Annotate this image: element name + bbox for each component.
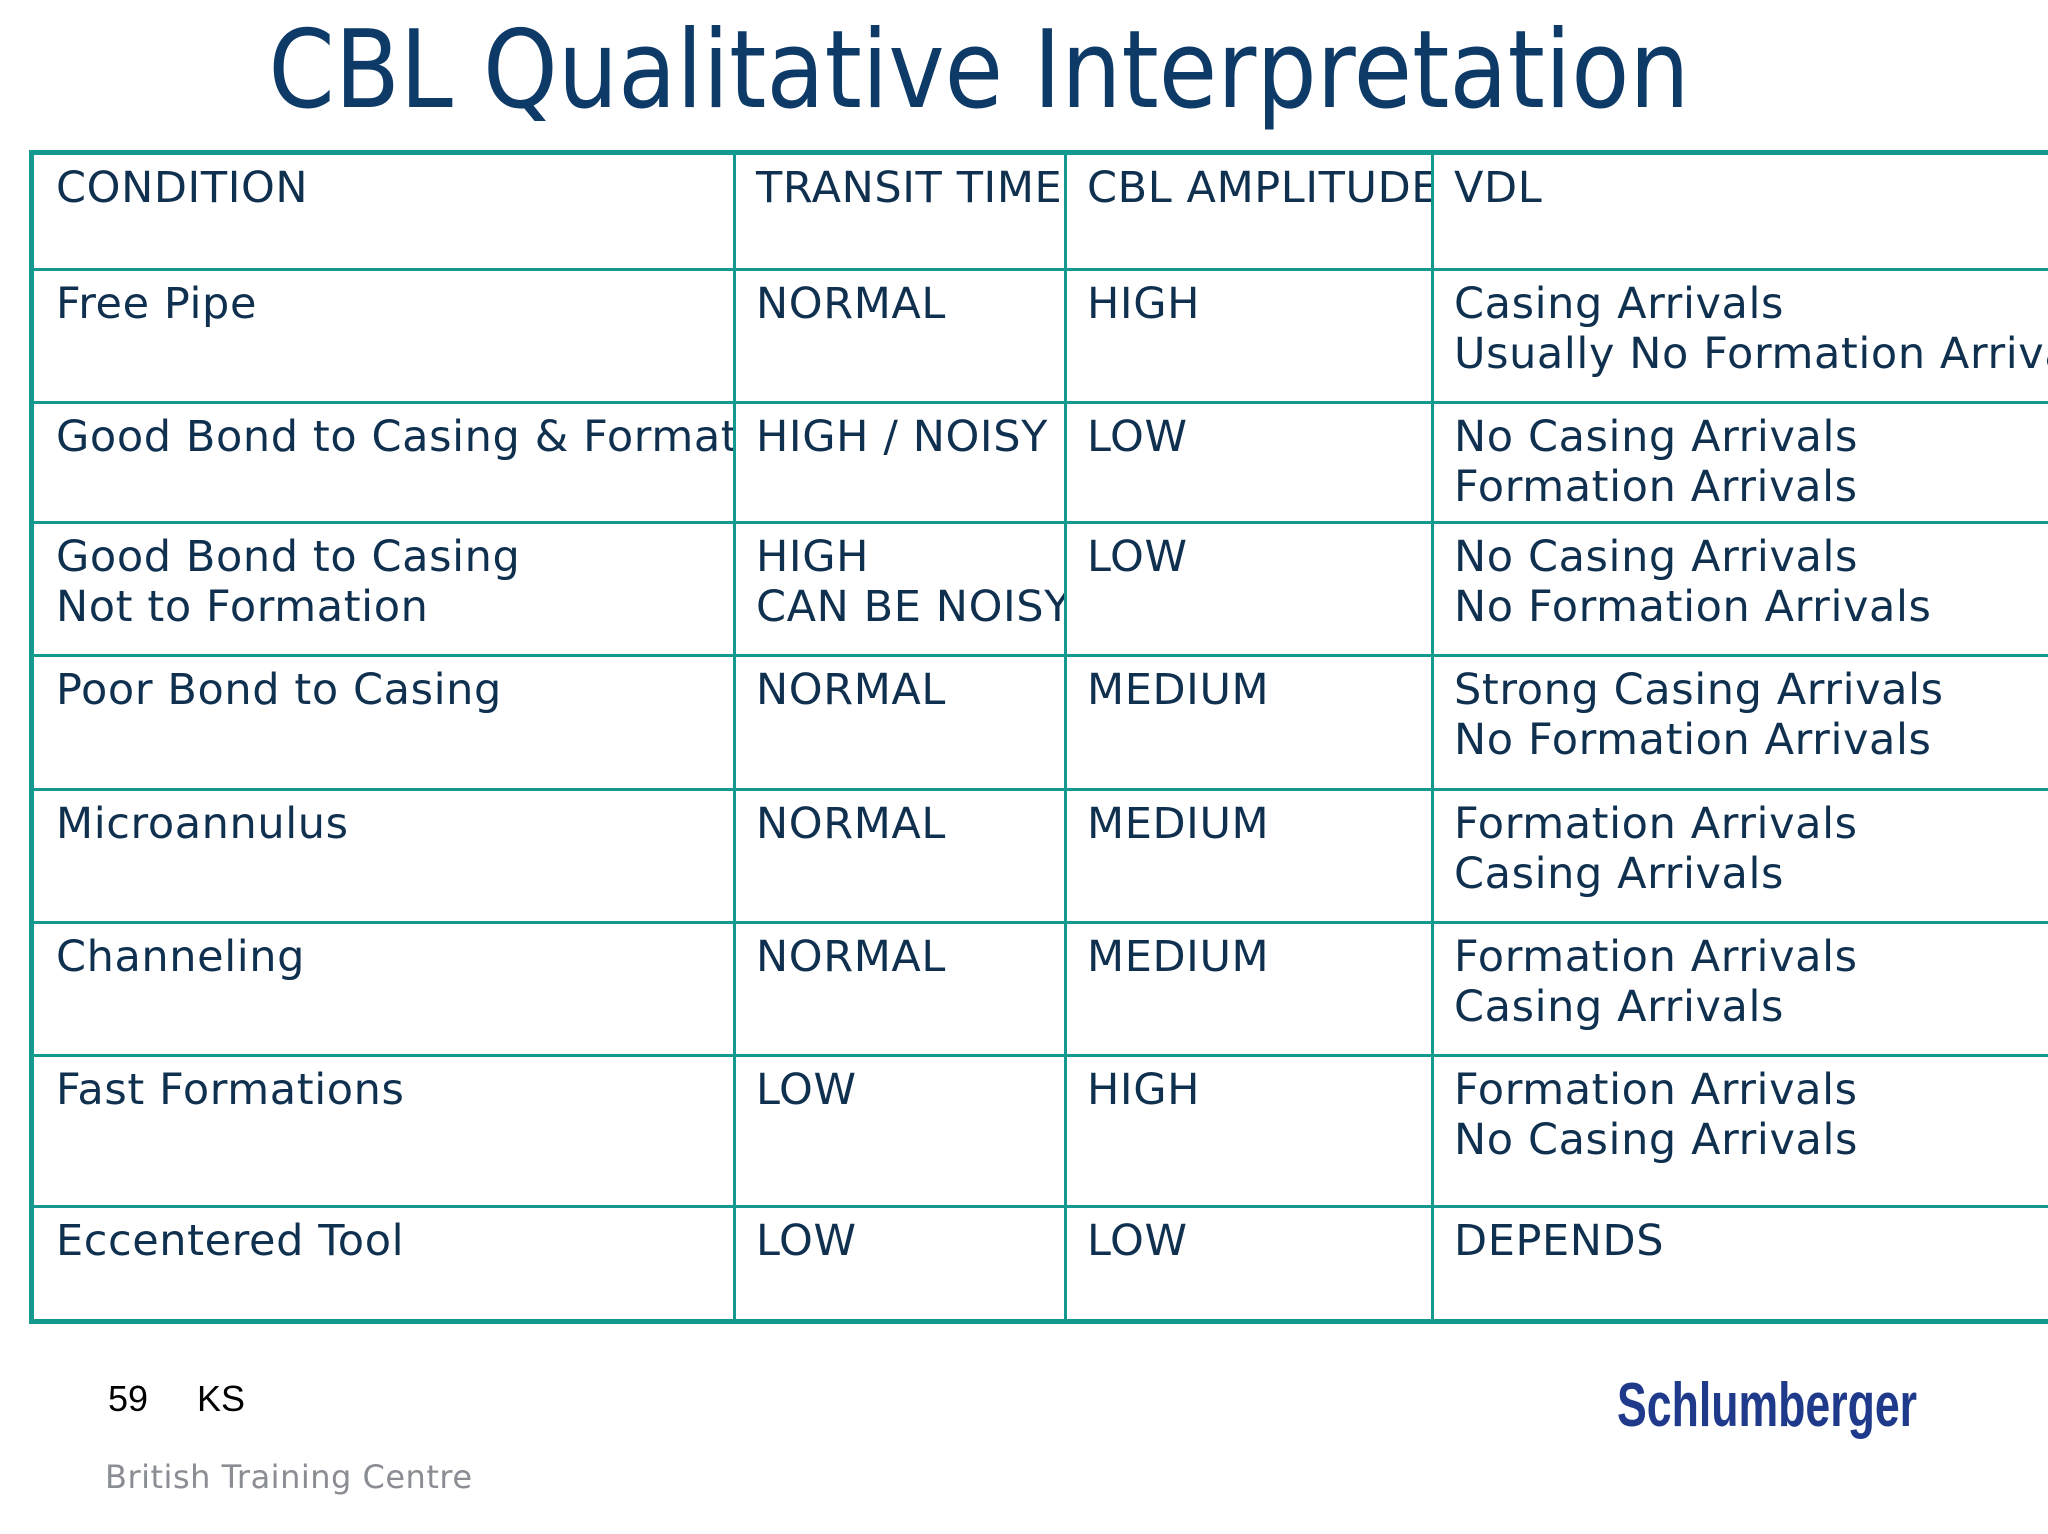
schlumberger-logo: Schlumberger <box>1617 1371 1917 1440</box>
cell-line: Poor Bond to Casing <box>56 665 502 716</box>
header-cell-vdl: VDL <box>1431 150 2048 272</box>
schlumberger-logo-wordmark: Schlumberger <box>1617 1371 1917 1440</box>
cell-transit-time: NORMAL <box>733 787 1067 924</box>
table-row-fast-formations: Fast Formations LOW HIGH Formation Arrivals… <box>30 1053 2048 1208</box>
table-row-channeling: Channeling NORMAL MEDIUM Formation Arrivals… <box>30 920 2048 1057</box>
cell-condition: Eccentered Tool <box>30 1204 736 1324</box>
cell-cbl-amplitude: MEDIUM <box>1064 787 1434 924</box>
cell-line: Eccentered Tool <box>56 1215 405 1266</box>
cell-line: LOW <box>1087 1215 1188 1266</box>
cell-condition: Poor Bond to Casing <box>30 654 736 791</box>
interpretation-table: CONDITION TRANSIT TIME CBL AMPLITUDE VDL… <box>29 150 2048 1324</box>
cell-condition: Channeling <box>30 920 736 1057</box>
cell-transit-time: HIGH / NOISY <box>733 401 1067 525</box>
table-header-row: CONDITION TRANSIT TIME CBL AMPLITUDE VDL <box>30 150 2048 272</box>
cell-line: Good Bond to Casing <box>56 532 521 583</box>
cell-line: Fast Formations <box>56 1064 405 1115</box>
cell-vdl: No Casing Arrivals Formation Arrivals <box>1431 401 2048 525</box>
cell-line: No Casing Arrivals <box>1454 412 1858 463</box>
cell-vdl: Casing Arrivals Usually No Formation Arri… <box>1431 268 2048 405</box>
cell-line: Casing Arrivals <box>1454 848 1785 899</box>
cell-transit-time: LOW <box>733 1053 1067 1208</box>
cell-line: HIGH / NOISY <box>756 412 1048 463</box>
cell-cbl-amplitude: HIGH <box>1064 268 1434 405</box>
cell-line: HIGH <box>1087 279 1201 330</box>
cell-line: MEDIUM <box>1087 798 1270 849</box>
cell-line: LOW <box>756 1215 857 1266</box>
table-row-poor-bond-casing: Poor Bond to Casing NORMAL MEDIUM Strong Ca… <box>30 654 2048 791</box>
cell-line: DEPENDS <box>1454 1215 1665 1266</box>
cell-vdl: Strong Casing Arrivals No Formation Arriv… <box>1431 654 2048 791</box>
table-row-free-pipe: Free Pipe NORMAL HIGH Casing Arrivals Usuall… <box>30 268 2048 405</box>
cell-line: HIGH <box>756 532 870 583</box>
cell-line: Channeling <box>56 931 306 982</box>
cell-line: HIGH <box>1087 1064 1201 1115</box>
cell-transit-time: NORMAL <box>733 654 1067 791</box>
table-row-microannulus: Microannulus NORMAL MEDIUM Formation Arriva… <box>30 787 2048 924</box>
cell-line: Not to Formation <box>56 582 429 633</box>
cell-line: NORMAL <box>756 665 946 716</box>
cell-line: LOW <box>1087 412 1188 463</box>
cell-condition: Good Bond to Casing Not to Formation <box>30 521 736 658</box>
cell-line: No Casing Arrivals <box>1454 1114 1858 1165</box>
cell-line: Free Pipe <box>56 279 257 330</box>
cell-line: No Formation Arrivals <box>1454 715 1932 766</box>
cell-line: Strong Casing Arrivals <box>1454 665 1944 716</box>
cell-cbl-amplitude: LOW <box>1064 401 1434 525</box>
cell-vdl: DEPENDS <box>1431 1204 2048 1324</box>
cell-line: No Formation Arrivals <box>1454 582 1932 633</box>
cell-line: No Casing Arrivals <box>1454 532 1858 583</box>
cell-condition: Fast Formations <box>30 1053 736 1208</box>
cell-transit-time: HIGH CAN BE NOISY <box>733 521 1067 658</box>
cell-line: MEDIUM <box>1087 931 1270 982</box>
cell-line: NORMAL <box>756 798 946 849</box>
cell-transit-time: NORMAL <box>733 268 1067 405</box>
cell-line: Formation Arrivals <box>1454 1064 1858 1115</box>
table-row-eccentered-tool: Eccentered Tool LOW LOW DEPENDS <box>30 1204 2048 1324</box>
cell-condition: Free Pipe <box>30 268 736 405</box>
cell-transit-time: NORMAL <box>733 920 1067 1057</box>
cell-cbl-amplitude: MEDIUM <box>1064 920 1434 1057</box>
cell-condition: Good Bond to Casing & Formation <box>30 401 736 525</box>
cell-transit-time: LOW <box>733 1204 1067 1324</box>
cell-cbl-amplitude: LOW <box>1064 1204 1434 1324</box>
cell-line: Usually No Formation Arrivals <box>1454 329 2048 380</box>
page-title: CBL Qualitative Interpretation <box>268 8 1690 133</box>
cell-line: Formation Arrivals <box>1454 462 1858 513</box>
cell-line: CAN BE NOISY <box>756 582 1066 633</box>
table-row-good-bond-casing-formation: Good Bond to Casing & Formation HIGH / NO… <box>30 401 2048 525</box>
training-centre-label: British Training Centre <box>105 1458 473 1496</box>
cell-vdl: Formation Arrivals Casing Arrivals <box>1431 920 2048 1057</box>
author-initials: KS <box>197 1378 246 1419</box>
cell-line: LOW <box>756 1064 857 1115</box>
cell-line: Good Bond to Casing & Formation <box>56 412 735 463</box>
cell-line: Formation Arrivals <box>1454 798 1858 849</box>
cell-line: MEDIUM <box>1087 665 1270 716</box>
cell-vdl: Formation Arrivals Casing Arrivals <box>1431 787 2048 924</box>
cell-line: Formation Arrivals <box>1454 931 1858 982</box>
header-cell-condition: CONDITION <box>30 150 736 272</box>
cell-line: Microannulus <box>56 798 349 849</box>
cell-cbl-amplitude: HIGH <box>1064 1053 1434 1208</box>
cell-condition: Microannulus <box>30 787 736 924</box>
cell-line: NORMAL <box>756 931 946 982</box>
cell-line: Casing Arrivals <box>1454 279 1785 330</box>
cell-line: NORMAL <box>756 279 946 330</box>
table-row-good-bond-casing-not-formation: Good Bond to Casing Not to Formation HIGH C… <box>30 521 2048 658</box>
cell-vdl: No Casing Arrivals No Formation Arrivals <box>1431 521 2048 658</box>
cell-line: Casing Arrivals <box>1454 981 1785 1032</box>
cell-cbl-amplitude: MEDIUM <box>1064 654 1434 791</box>
header-cell-transit-time: TRANSIT TIME <box>733 150 1067 272</box>
cell-line: LOW <box>1087 532 1188 583</box>
header-cell-cbl-amplitude: CBL AMPLITUDE <box>1064 150 1434 272</box>
cell-cbl-amplitude: LOW <box>1064 521 1434 658</box>
cell-vdl: Formation Arrivals No Casing Arrivals <box>1431 1053 2048 1208</box>
page-number: 59 <box>108 1378 149 1419</box>
